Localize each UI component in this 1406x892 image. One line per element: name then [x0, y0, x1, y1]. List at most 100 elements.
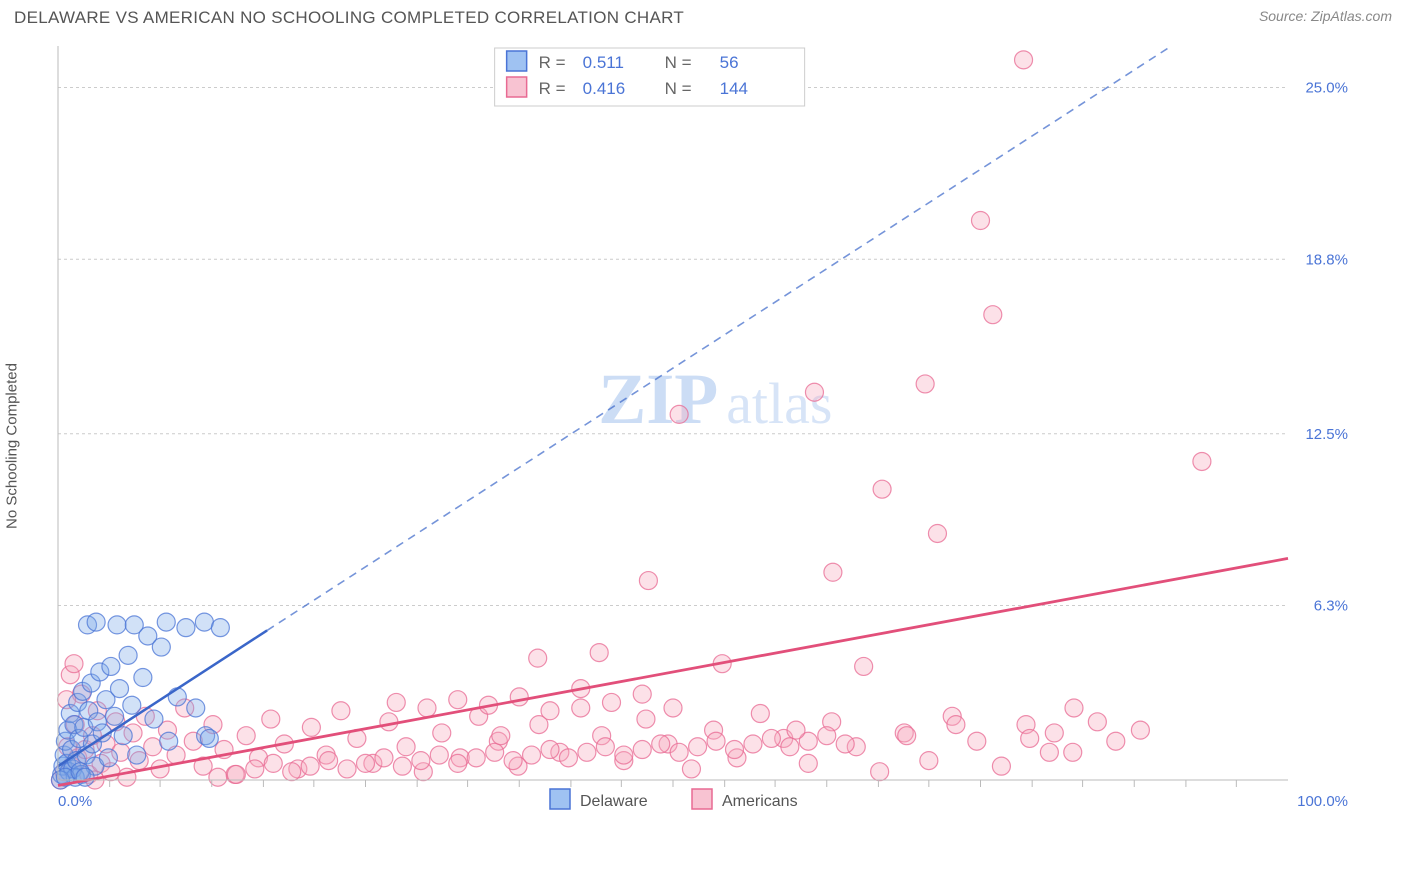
scatter-point-delaware	[160, 732, 178, 750]
scatter-point-americans	[805, 383, 823, 401]
legend-n-label: N =	[665, 53, 692, 72]
x-axis-max-label: 100.0%	[1297, 793, 1348, 810]
legend-series-label: Americans	[722, 793, 798, 810]
scatter-point-americans	[615, 746, 633, 764]
scatter-point-americans	[1088, 713, 1106, 731]
scatter-point-americans	[486, 743, 504, 761]
scatter-point-americans	[418, 699, 436, 717]
scatter-point-americans	[781, 738, 799, 756]
scatter-point-americans	[302, 718, 320, 736]
scatter-point-americans	[689, 738, 707, 756]
scatter-point-americans	[412, 752, 430, 770]
scatter-point-americans	[603, 693, 621, 711]
scatter-point-americans	[898, 727, 916, 745]
scatter-point-americans	[992, 757, 1010, 775]
legend-swatch	[507, 77, 527, 97]
scatter-point-americans	[633, 685, 651, 703]
scatter-point-delaware	[128, 746, 146, 764]
source-prefix: Source:	[1259, 8, 1311, 24]
x-axis-min-label: 0.0%	[58, 793, 92, 810]
scatter-point-americans	[523, 746, 541, 764]
watermark-atlas: atlas	[726, 371, 832, 436]
scatter-point-americans	[762, 729, 780, 747]
header: DELAWARE VS AMERICAN NO SCHOOLING COMPLE…	[0, 0, 1406, 32]
scatter-point-americans	[968, 732, 986, 750]
scatter-point-delaware	[99, 749, 117, 767]
scatter-point-delaware	[119, 646, 137, 664]
legend-r-value: 0.511	[583, 53, 624, 72]
legend-n-label: N =	[665, 79, 692, 98]
scatter-point-americans	[824, 563, 842, 581]
scatter-point-americans	[1131, 721, 1149, 739]
scatter-point-delaware	[87, 613, 105, 631]
scatter-point-americans	[375, 749, 393, 767]
scatter-point-americans	[596, 738, 614, 756]
scatter-point-americans	[1021, 729, 1039, 747]
scatter-point-americans	[920, 752, 938, 770]
legend-series-label: Delaware	[580, 793, 648, 810]
scatter-point-americans	[1064, 743, 1082, 761]
scatter-point-americans	[559, 749, 577, 767]
scatter-point-delaware	[106, 707, 124, 725]
scatter-point-delaware	[125, 616, 143, 634]
scatter-point-americans	[670, 743, 688, 761]
scatter-point-americans	[541, 702, 559, 720]
scatter-point-americans	[947, 716, 965, 734]
scatter-point-americans	[972, 211, 990, 229]
scatter-point-americans	[262, 710, 280, 728]
source-site: ZipAtlas.com	[1311, 8, 1392, 24]
scatter-point-americans	[320, 752, 338, 770]
scatter-point-americans	[529, 649, 547, 667]
scatter-point-delaware	[102, 657, 120, 675]
scatter-point-americans	[664, 699, 682, 717]
scatter-point-americans	[984, 306, 1002, 324]
scatter-point-americans	[357, 754, 375, 772]
scatter-point-americans	[871, 763, 889, 781]
scatter-point-americans	[541, 741, 559, 759]
scatter-point-americans	[818, 727, 836, 745]
scatter-point-delaware	[187, 699, 205, 717]
scatter-point-delaware	[108, 616, 126, 634]
y-tick-label: 18.8%	[1305, 251, 1348, 268]
scatter-point-delaware	[168, 688, 186, 706]
scatter-point-americans	[510, 688, 528, 706]
scatter-point-americans	[670, 405, 688, 423]
scatter-point-americans	[397, 738, 415, 756]
scatter-point-americans	[1015, 51, 1033, 69]
scatter-point-delaware	[152, 638, 170, 656]
scatter-point-americans	[144, 738, 162, 756]
scatter-point-americans	[1045, 724, 1063, 742]
scatter-point-americans	[332, 702, 350, 720]
scatter-point-delaware	[123, 696, 141, 714]
legend-swatch	[507, 51, 527, 71]
scatter-point-americans	[1065, 699, 1083, 717]
y-axis-label: No Schooling Completed	[4, 363, 21, 529]
legend-swatch	[692, 789, 712, 809]
scatter-point-americans	[836, 735, 854, 753]
legend-swatch	[550, 789, 570, 809]
scatter-point-americans	[787, 721, 805, 739]
scatter-point-americans	[433, 724, 451, 742]
scatter-point-americans	[227, 765, 245, 783]
scatter-point-americans	[387, 693, 405, 711]
scatter-point-americans	[246, 760, 264, 778]
scatter-point-americans	[682, 760, 700, 778]
scatter-point-americans	[237, 727, 255, 745]
y-tick-label: 12.5%	[1305, 426, 1348, 443]
scatter-point-delaware	[157, 613, 175, 631]
scatter-point-americans	[449, 691, 467, 709]
scatter-point-americans	[1193, 452, 1211, 470]
scatter-point-americans	[504, 752, 522, 770]
scatter-point-americans	[855, 657, 873, 675]
scatter-point-americans	[301, 757, 319, 775]
scatter-point-americans	[264, 754, 282, 772]
scatter-point-delaware	[145, 710, 163, 728]
scatter-point-americans	[633, 741, 651, 759]
chart-container: 6.3%12.5%18.8%25.0%ZIPatlas0.0%100.0%R =…	[48, 36, 1392, 866]
scatter-point-americans	[751, 705, 769, 723]
scatter-point-americans	[578, 743, 596, 761]
scatter-point-americans	[1107, 732, 1125, 750]
scatter-point-americans	[1040, 743, 1058, 761]
legend-r-label: R =	[539, 53, 566, 72]
scatter-point-americans	[707, 732, 725, 750]
